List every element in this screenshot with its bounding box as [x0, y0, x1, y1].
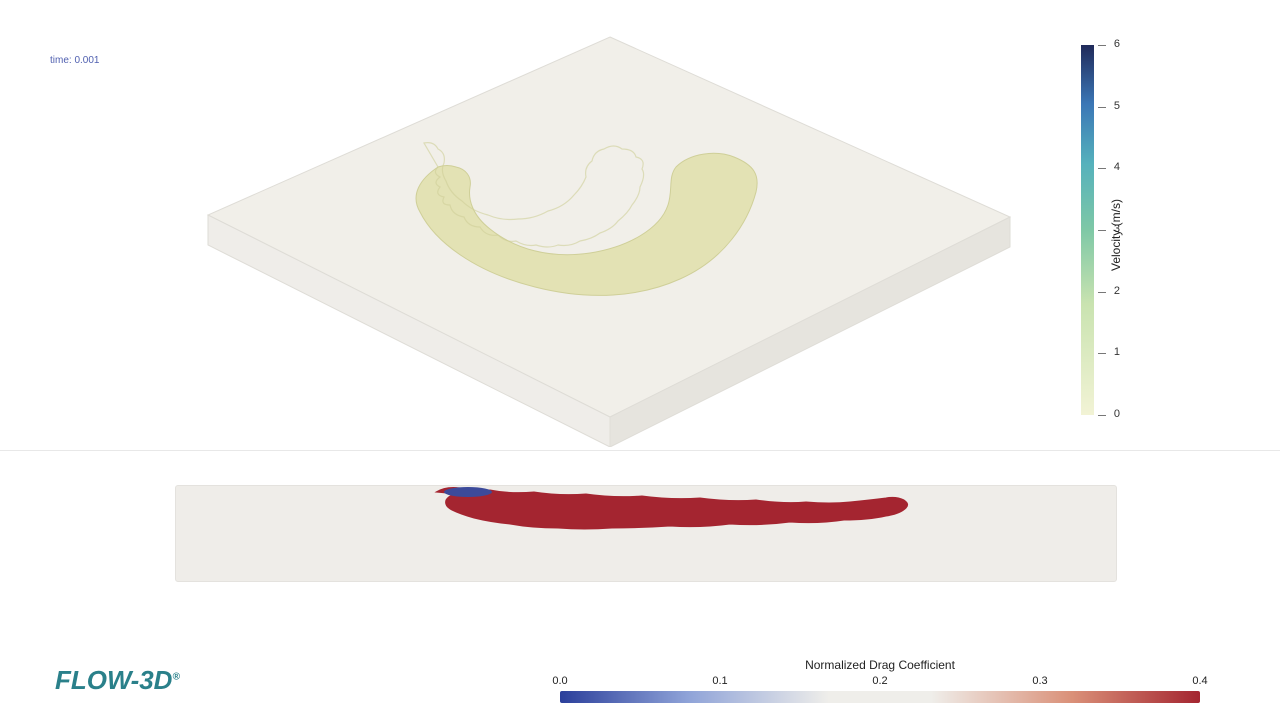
velocity-colorbar: 0123456 Velocity (m/s): [1070, 45, 1130, 425]
velocity-tickmark: [1098, 168, 1106, 169]
velocity-tickmark: [1098, 230, 1106, 231]
drag-colorbar-gradient: [560, 691, 1200, 703]
logo-registered: ®: [172, 671, 179, 682]
velocity-tick: 6: [1114, 38, 1120, 50]
simulation-box: [208, 37, 1010, 447]
velocity-colorbar-label: Velocity (m/s): [1109, 199, 1123, 271]
drag-tick: 0.2: [872, 675, 887, 687]
drag-colorbar-title: Normalized Drag Coefficient: [560, 658, 1200, 672]
velocity-tick: 0: [1114, 408, 1120, 420]
velocity-tickmark: [1098, 415, 1106, 416]
velocity-tick: 1: [1114, 346, 1120, 358]
velocity-tick: 2: [1114, 285, 1120, 297]
drag-colorbar: Normalized Drag Coefficient 0.00.10.20.3…: [560, 655, 1200, 705]
logo-text: FLOW-3D: [55, 665, 172, 695]
concrete-deposit-side: [436, 487, 908, 529]
drag-tick: 0.4: [1192, 675, 1207, 687]
velocity-tickmark: [1098, 292, 1106, 293]
drag-tick: 0.3: [1032, 675, 1047, 687]
velocity-tickmark: [1098, 45, 1106, 46]
drag-tick: 0.0: [552, 675, 567, 687]
velocity-tickmark: [1098, 107, 1106, 108]
velocity-tick: 4: [1114, 161, 1120, 173]
velocity-tickmark: [1098, 353, 1106, 354]
velocity-colorbar-gradient: [1081, 45, 1094, 415]
panel-divider: [0, 450, 1280, 451]
flow3d-logo: FLOW-3D®: [55, 665, 180, 696]
velocity-tick: 5: [1114, 100, 1120, 112]
drag-colorbar-ticks: 0.00.10.20.30.4: [560, 675, 1200, 689]
side-view: [175, 485, 1117, 582]
drag-tick: 0.1: [712, 675, 727, 687]
